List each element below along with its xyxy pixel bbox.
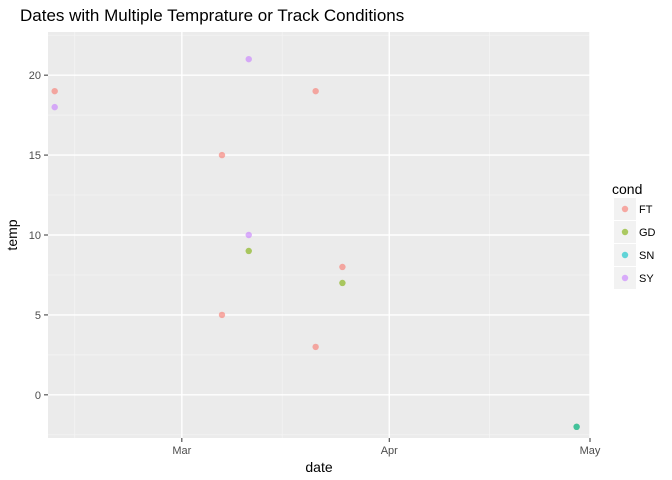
data-point-gd — [245, 247, 252, 255]
data-point-ft — [312, 343, 319, 351]
legend-key-ft — [621, 205, 629, 213]
legend-label-gd: GD — [639, 227, 656, 239]
data-point-ft — [339, 263, 346, 271]
x-tick-label: Mar — [172, 445, 191, 457]
legend-title: cond — [612, 181, 642, 197]
x-tick-label: Apr — [381, 445, 398, 457]
data-point-gd — [339, 279, 346, 287]
x-tick-label: May — [580, 445, 601, 457]
legend-key-gd — [621, 228, 629, 236]
legend-key-sn — [621, 251, 629, 259]
y-axis: 0 5 10 15 20 — [29, 70, 48, 402]
data-point-sn — [573, 423, 580, 431]
y-tick-label: 5 — [35, 310, 41, 322]
data-point-ft — [218, 151, 226, 159]
data-point-sy — [245, 55, 252, 63]
y-tick-label: 15 — [29, 150, 41, 162]
legend-label-ft: FT — [639, 204, 653, 216]
chart-title: Dates with Multiple Temprature or Track … — [20, 6, 404, 25]
data-point-sy — [51, 103, 58, 111]
data-point-ft — [312, 87, 319, 95]
data-point-sy — [245, 231, 252, 239]
data-point-ft — [218, 311, 226, 319]
y-axis-title: temp — [4, 219, 20, 250]
y-tick-label: 20 — [29, 70, 41, 82]
data-points — [51, 55, 580, 431]
x-axis: Mar Apr May — [172, 438, 601, 457]
legend-label-sn: SN — [639, 250, 654, 262]
legend-key-sy — [621, 274, 629, 282]
x-axis-title: date — [305, 459, 332, 475]
y-tick-label: 10 — [29, 230, 41, 242]
legend: cond FT GD SN SY — [612, 181, 656, 289]
data-point-ft — [51, 87, 58, 95]
legend-label-sy: SY — [639, 273, 654, 285]
major-gridlines — [48, 32, 591, 438]
y-tick-label: 0 — [35, 390, 41, 402]
